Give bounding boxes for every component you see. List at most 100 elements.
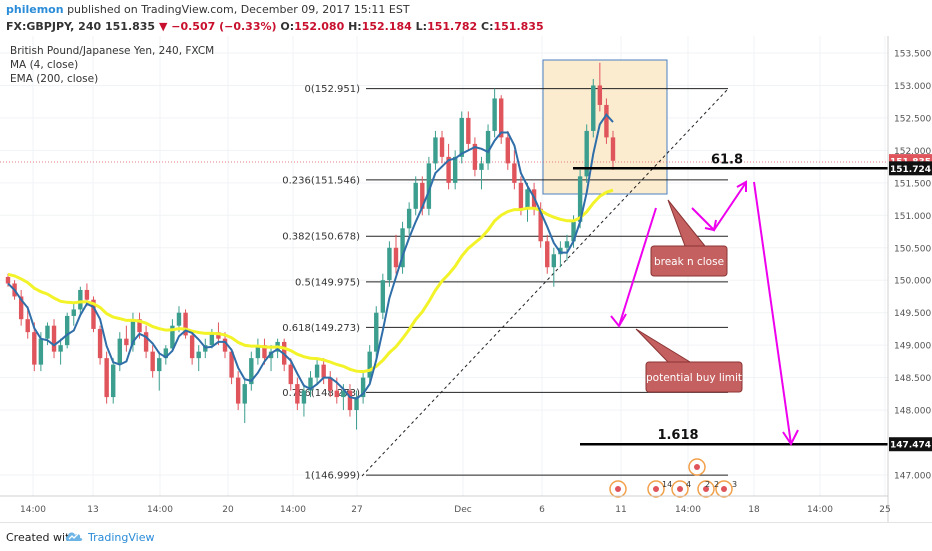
candle-body [610,137,616,161]
fib-label: 0.236(151.546) [282,175,360,186]
created-with-label: Created with [6,531,77,544]
economic-events[interactable]: 14 4 2 2 3 [609,458,737,498]
candle-body [328,377,333,391]
candle-body [78,289,83,310]
candle-body [5,276,11,284]
fib-label: 0.382(150.678) [282,232,360,243]
y-tick-label: 150.500 [894,244,931,254]
time-axis[interactable]: 14:00 13 14:00 20 14:00 27 Dec 6 11 14:00 18 14:00 2… [0,495,891,515]
candle-body [242,384,247,404]
x-tick-label: 27 [351,505,362,515]
event-dot [694,464,700,470]
candle-body [591,85,596,131]
x-tick-label: 14:00 [280,505,306,515]
author-link[interactable]: philemon [6,3,64,16]
trendline[interactable] [361,89,728,477]
candle-body [163,348,169,359]
x-tick-label: 14:00 [20,505,46,515]
candle-body [143,332,149,352]
fib-label: 0(152.951) [304,84,360,95]
price-tag-label: 147.474 [890,441,931,451]
price-chart[interactable]: 0(152.951) 0.236(151.546) 0.382(150.678) 0.… [0,36,932,522]
high-label: H: [348,20,362,33]
price-tag [889,437,932,452]
fib-label: 1(146.999) [304,471,360,482]
x-tick-label: 6 [539,505,545,515]
candle-body [130,319,136,346]
candle-body [499,98,504,138]
candle-body [551,254,557,268]
candle-body [51,325,57,352]
candle-body [45,325,50,339]
close-value: 151.835 [493,20,544,33]
callout-box[interactable] [650,245,728,277]
candle-body [308,377,313,391]
close-label: C: [481,20,494,33]
candle-body [58,345,63,352]
low-label: L: [415,20,428,33]
candle-body [374,312,379,352]
candle-body [321,364,326,378]
candle-body [189,335,195,359]
candle-body [255,345,261,359]
candle-body [584,130,589,177]
y-tick-label: 147.000 [894,472,931,482]
candle-body [367,351,372,378]
event-count: 2 [705,480,710,489]
annotation-arrows [610,180,799,446]
candle-body [170,325,175,349]
symbol-label[interactable]: FX:GBPJPY, 240 [6,20,102,33]
legend-ema[interactable]: EMA (200, close) [10,73,98,85]
x-tick-label: 13 [87,505,98,515]
candle-body [479,163,484,170]
event-count: 2 [714,480,719,489]
down-arrow-left [618,207,657,327]
y-tick-label: 152.500 [894,114,931,124]
candle-body [196,351,201,359]
legend-ma[interactable]: MA (4, close) [10,59,78,71]
candle-body [538,208,543,242]
candle-body [512,163,517,183]
candle-body [301,390,307,404]
candle-body [97,328,103,359]
x-tick-label: 14:00 [147,505,173,515]
candle-body [597,85,603,105]
candle-body [492,98,497,131]
price-change: −0.507 (−0.33%) [171,20,277,33]
zigzag-head-2 [736,180,747,192]
last-price: 151.835 [104,20,156,33]
y-tick-label: 152.000 [894,147,931,157]
price-axis[interactable]: 153.500 153.000 152.500 152.000 151.500 151.0… [887,36,931,522]
candle-body [137,319,142,333]
candle-body [18,296,24,320]
candle-body [439,137,445,157]
candle-body [334,390,340,398]
publish-line: philemon published on TradingView.com, D… [6,3,410,16]
candle-body [347,390,353,411]
candle-body [176,312,182,326]
callout-text: break n close [654,256,724,268]
tradingview-link[interactable]: TradingView [88,531,155,544]
tradingview-cloud-icon[interactable] [64,528,84,544]
candle-body [360,377,366,398]
candle-body [380,280,386,313]
candle-body [25,319,30,333]
y-tick-label: 151.500 [894,179,931,189]
candle-body [111,364,116,398]
chart-background [0,36,932,522]
ma-4-line [7,113,614,400]
candle-body [32,332,37,365]
callout-box[interactable] [645,361,743,393]
y-tick-label: 151.000 [894,212,931,222]
quote-line: FX:GBPJPY, 240 151.835 ▼ −0.507 (−0.33%)… [6,20,544,33]
price-tag-label: 151.724 [890,165,931,175]
candle-body [91,299,96,329]
down-arrow-icon: ▼ [158,20,168,33]
down-arrow-right [753,181,792,445]
candle-body [209,332,215,346]
legend-title: British Pound/Japanese Yen, 240, FXCM [10,45,214,57]
candle-body [577,176,583,222]
level-label: 61.8 [711,152,743,167]
candle-body [71,309,76,316]
